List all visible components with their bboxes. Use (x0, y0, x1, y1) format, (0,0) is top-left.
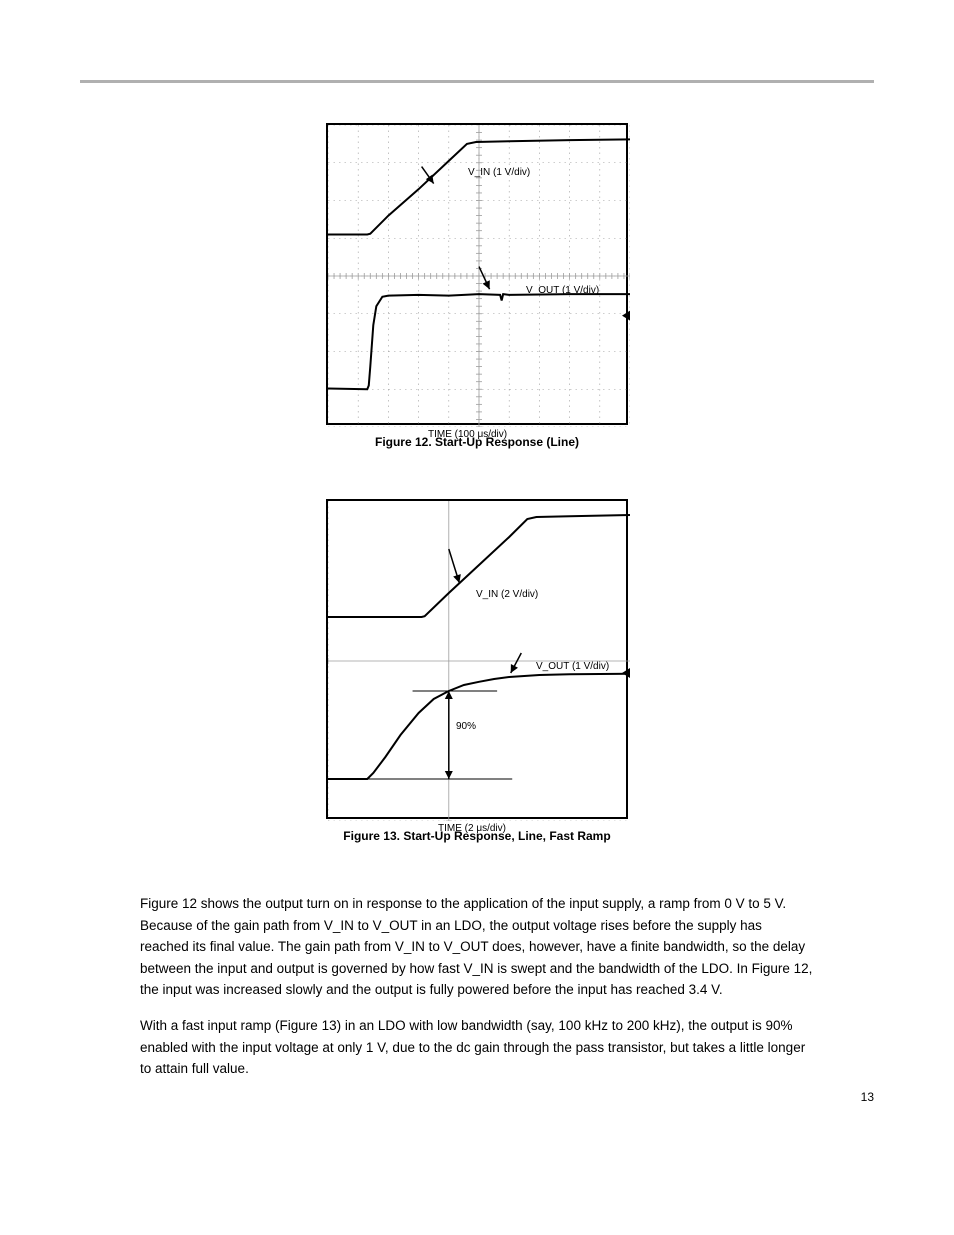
body-text: Figure 12 shows the output turn on in re… (140, 893, 814, 1080)
figure-13-frame: V_IN (2 V/div) V_OUT (1 V/div) 90% TIME … (326, 499, 628, 819)
figure-12-frame: V_IN (1 V/div) V_OUT (1 V/div) TIME (100… (326, 123, 628, 425)
figure-12-block: V_IN (1 V/div) V_OUT (1 V/div) TIME (100… (80, 123, 874, 449)
fig12-vin-label: V_IN (1 V/div) (468, 167, 530, 178)
section-divider (80, 80, 874, 83)
page-number: 13 (861, 1090, 874, 1104)
para-2: With a fast input ramp (Figure 13) in an… (140, 1015, 814, 1080)
fig13-xaxis-label: TIME (2 μs/div) (438, 823, 506, 834)
figure-13-block: V_IN (2 V/div) V_OUT (1 V/div) 90% TIME … (80, 499, 874, 843)
para-1: Figure 12 shows the output turn on in re… (140, 893, 814, 1001)
fig13-vout-label: V_OUT (1 V/div) (536, 661, 609, 672)
fig12-vout-label: V_OUT (1 V/div) (526, 285, 599, 296)
fig12-xaxis-label: TIME (100 μs/div) (428, 429, 507, 440)
fig13-vin-label: V_IN (2 V/div) (476, 589, 538, 600)
fig13-90-label: 90% (456, 721, 476, 732)
